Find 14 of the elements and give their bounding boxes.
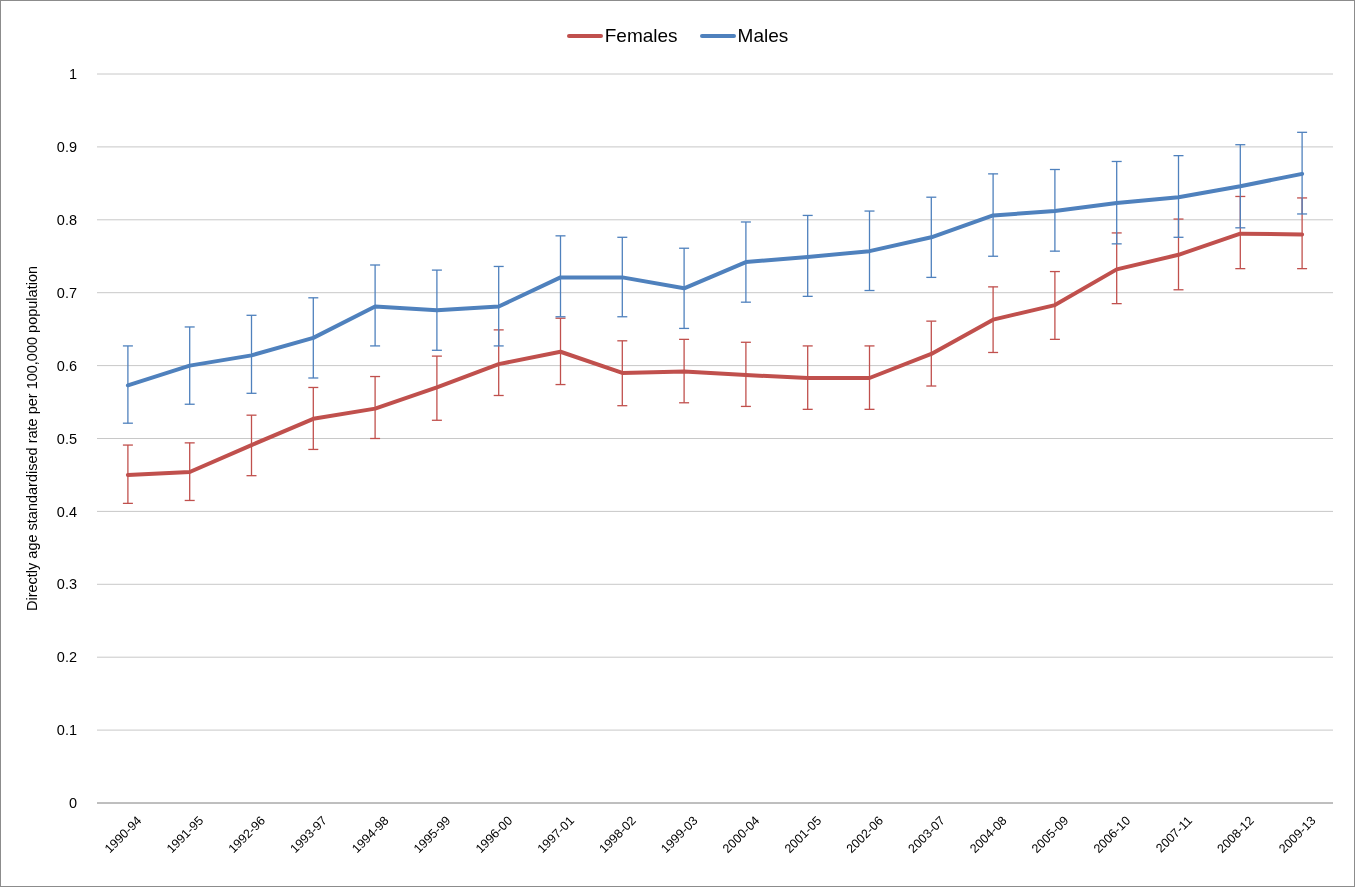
y-tick-label: 0.1 <box>56 722 77 739</box>
y-tick-label: 1 <box>68 66 77 83</box>
y-tick-label: 0.6 <box>56 357 77 374</box>
y-tick-label: 0.5 <box>56 430 77 447</box>
y-tick-label: 0.7 <box>56 284 77 301</box>
y-tick-label: 0.9 <box>56 139 77 156</box>
y-tick-label: 0.4 <box>56 503 77 520</box>
y-axis-title: Directly age standardised rate per 100,000 population <box>24 265 40 612</box>
legend-label: Females <box>604 25 678 47</box>
y-tick-label: 0.8 <box>56 211 77 228</box>
y-tick-label: 0 <box>68 795 77 812</box>
y-tick-label: 0.3 <box>56 576 77 593</box>
legend-label: Males <box>737 25 789 47</box>
y-tick-label: 0.2 <box>56 649 77 666</box>
